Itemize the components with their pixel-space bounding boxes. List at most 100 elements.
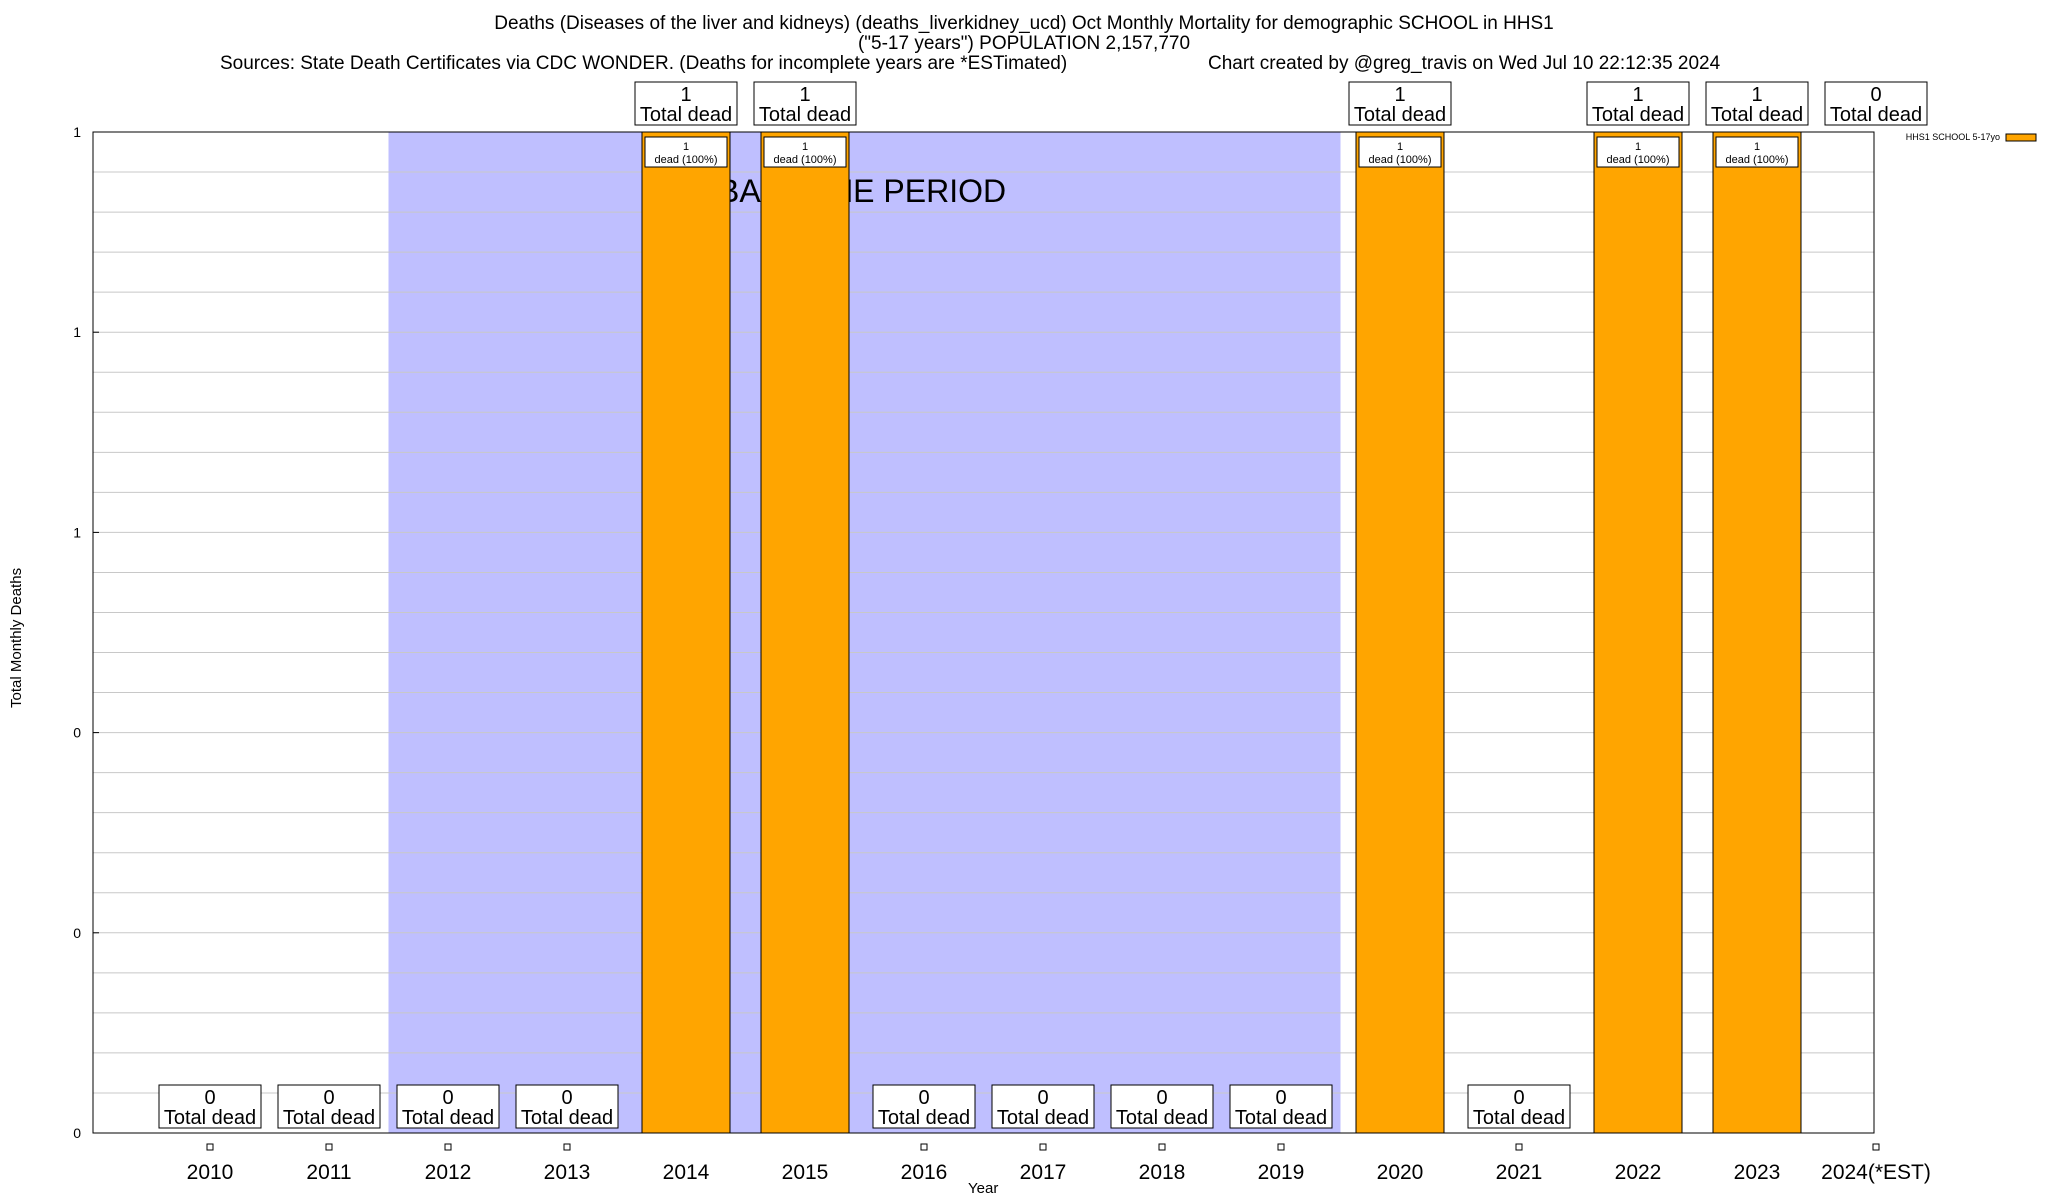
x-tick-label: 2016: [901, 1161, 948, 1184]
y-tick-label: 1: [73, 124, 81, 140]
bar-inner-label-box: [644, 136, 728, 168]
bottom-total-text: Total dead: [1235, 1107, 1327, 1129]
x-tick-label: 2021: [1496, 1161, 1543, 1184]
bar-inner-percent: dead (100%): [1369, 154, 1432, 166]
bottom-total-box: [991, 1084, 1095, 1129]
bottom-total-text: Total dead: [1473, 1107, 1565, 1129]
plot-frame: [92, 131, 1875, 1134]
x-tick-label: 2010: [187, 1161, 234, 1184]
top-total-text: Total dead: [759, 104, 851, 126]
top-total-text: Total dead: [1592, 104, 1684, 126]
x-tick-label: 2011: [306, 1161, 351, 1184]
bar-inner-count: 1: [1397, 141, 1403, 153]
x-axis-label: Year: [968, 1180, 999, 1197]
zero-marker: [1872, 1143, 1880, 1151]
bottom-total-count: 0: [918, 1087, 929, 1109]
bottom-total-text: Total dead: [997, 1107, 1089, 1129]
top-total-text: Total dead: [1354, 104, 1446, 126]
bottom-total-box: [872, 1084, 976, 1129]
bar: [1593, 131, 1683, 1134]
bottom-total-text: Total dead: [283, 1107, 375, 1129]
top-total-box: [1586, 81, 1690, 126]
bar-inner-label-box: [763, 136, 847, 168]
bottom-total-text: Total dead: [402, 1107, 494, 1129]
chart-subtitle: ("5-17 years") POPULATION 2,157,770: [857, 33, 1191, 54]
bottom-total-box: [1467, 1084, 1571, 1129]
x-tick-label: 2017: [1020, 1161, 1067, 1184]
y-tick-label: 0: [73, 725, 81, 741]
bar-inner-count: 1: [802, 141, 808, 153]
top-total-box: [1705, 81, 1809, 126]
bottom-total-count: 0: [1513, 1087, 1524, 1109]
zero-marker: [1158, 1143, 1166, 1151]
bar-inner-count: 1: [1754, 141, 1760, 153]
zero-marker: [920, 1143, 928, 1151]
bar-inner-percent: dead (100%): [1726, 154, 1789, 166]
zero-marker: [206, 1143, 214, 1151]
top-total-text: Total dead: [640, 104, 732, 126]
x-tick-label: 2023: [1734, 1161, 1781, 1184]
bottom-total-text: Total dead: [521, 1107, 613, 1129]
x-tick-label: 2020: [1377, 1161, 1424, 1184]
zero-marker: [1515, 1143, 1523, 1151]
bar-inner-label-box: [1358, 136, 1442, 168]
bottom-total-text: Total dead: [164, 1107, 256, 1129]
bottom-total-box: [396, 1084, 500, 1129]
bottom-total-box: [158, 1084, 262, 1129]
baseline-period-band: [388, 132, 1341, 1133]
bar-inner-percent: dead (100%): [655, 154, 718, 166]
top-total-count: 1: [1394, 84, 1405, 106]
x-tick-label: 2018: [1139, 1161, 1186, 1184]
top-total-count: 1: [1751, 84, 1762, 106]
top-total-box: [753, 81, 857, 126]
bottom-total-count: 0: [1156, 1087, 1167, 1109]
bar-inner-label-box: [1596, 136, 1680, 168]
bar: [641, 131, 731, 1134]
top-total-box: [1348, 81, 1452, 126]
x-tick-label: 2013: [544, 1161, 591, 1184]
zero-marker: [325, 1143, 333, 1151]
bottom-total-box: [1229, 1084, 1333, 1129]
x-tick-label: 2024(*EST): [1821, 1161, 1931, 1184]
y-tick-label: 1: [73, 524, 81, 540]
zero-marker: [1039, 1143, 1047, 1151]
bottom-total-box: [515, 1084, 619, 1129]
zero-marker: [1277, 1143, 1285, 1151]
bar-inner-count: 1: [1635, 141, 1641, 153]
x-tick-label: 2012: [425, 1161, 472, 1184]
top-total-text: Total dead: [1830, 104, 1922, 126]
x-tick-label: 2022: [1615, 1161, 1662, 1184]
bottom-total-text: Total dead: [1116, 1107, 1208, 1129]
bar-inner-label-box: [1715, 136, 1799, 168]
y-tick-label: 0: [73, 925, 81, 941]
top-total-count: 1: [680, 84, 691, 106]
y-axis-label: Total Monthly Deaths: [8, 567, 25, 708]
bar: [1355, 131, 1445, 1134]
y-tick-label: 1: [73, 324, 81, 340]
bottom-total-count: 0: [323, 1087, 334, 1109]
bar-inner-percent: dead (100%): [1607, 154, 1670, 166]
bottom-total-box: [277, 1084, 381, 1129]
bottom-total-count: 0: [561, 1087, 572, 1109]
y-tick-label: 0: [73, 1125, 81, 1141]
x-tick-label: 2014: [663, 1161, 710, 1184]
top-total-box: [634, 81, 738, 126]
bottom-total-text: Total dead: [878, 1107, 970, 1129]
x-tick-label: 2019: [1258, 1161, 1305, 1184]
top-total-count: 1: [1632, 84, 1643, 106]
bar-inner-percent: dead (100%): [774, 154, 837, 166]
bottom-total-count: 0: [442, 1087, 453, 1109]
credit-note: Chart created by @greg_travis on Wed Jul…: [1208, 53, 1721, 74]
bottom-total-count: 0: [204, 1087, 215, 1109]
top-total-text: Total dead: [1711, 104, 1803, 126]
bottom-total-box: [1110, 1084, 1214, 1129]
top-total-box: [1824, 81, 1928, 126]
bottom-total-count: 0: [1037, 1087, 1048, 1109]
bar: [760, 131, 850, 1134]
top-total-count: 0: [1870, 84, 1881, 106]
legend-label: HHS1 SCHOOL 5-17yo: [1906, 132, 2000, 142]
sources-note: Sources: State Death Certificates via CD…: [220, 53, 1068, 74]
bottom-total-count: 0: [1275, 1087, 1286, 1109]
zero-marker: [563, 1143, 571, 1151]
